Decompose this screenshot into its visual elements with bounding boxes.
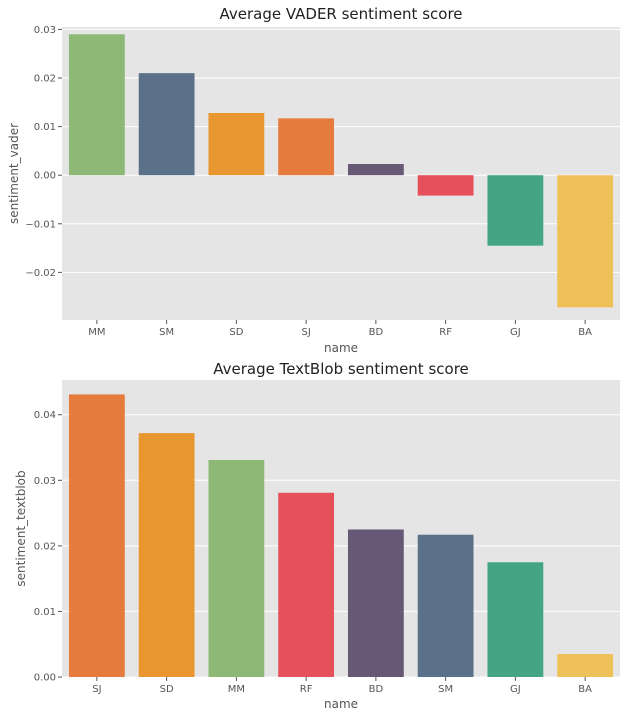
chart-2-bar-ba — [557, 654, 614, 677]
chart-1-bar-rf — [417, 175, 474, 196]
chart-1-y-tick-label: −0.01 — [25, 219, 56, 230]
chart-2-bar-sj — [68, 394, 125, 677]
chart-2-x-tick-label: BA — [578, 684, 592, 695]
chart-1-bar-sm — [138, 73, 195, 176]
chart-1-x-axis-label: name — [324, 341, 358, 355]
chart-2-x-tick-label: BD — [369, 684, 384, 695]
chart-1-x-tick-label: MM — [88, 327, 105, 338]
chart-2-bar-gj — [487, 562, 544, 677]
chart-1: −0.02 −0.01 0.00 0.01 0.02 0.03 MM SM SD SJ BD RF GJ… — [7, 5, 620, 355]
chart-2-bar-rf — [278, 492, 335, 677]
chart-2: 0.00 0.01 0.02 0.03 0.04 SJ SD MM RF BD SM GJ BA Aver… — [14, 360, 620, 711]
chart-2-x-tick-label: RF — [300, 684, 313, 695]
chart-1-y-tick-label: 0.03 — [34, 25, 56, 36]
chart-1-bar-sd — [208, 113, 265, 176]
chart-2-x-tick-label: SD — [160, 684, 174, 695]
chart-2-x-tick-label: GJ — [510, 684, 521, 695]
chart-1-x-tick-label: SJ — [301, 327, 310, 338]
chart-2-x-axis-label: name — [324, 697, 358, 711]
chart-1-bar-ba — [557, 175, 614, 308]
chart-1-y-tick-label: 0.00 — [34, 171, 56, 182]
chart-2-y-tick-label: 0.02 — [34, 541, 56, 552]
chart-2-bar-sd — [138, 433, 195, 677]
chart-2-y-tick-label: 0.00 — [34, 673, 56, 684]
chart-2-bar-sm — [417, 534, 474, 677]
chart-2-x-tick-label: SM — [438, 684, 453, 695]
chart-2-y-tick-label: 0.01 — [34, 607, 56, 618]
chart-1-title: Average VADER sentiment score — [219, 5, 462, 23]
chart-1-bar-mm — [68, 34, 125, 176]
chart-1-x-tick-label: BD — [369, 327, 384, 338]
chart-2-y-tick-label: 0.03 — [34, 476, 56, 487]
chart-2-title: Average TextBlob sentiment score — [213, 360, 469, 378]
chart-1-x-tick-label: BA — [578, 327, 592, 338]
chart-1-y-axis-label: sentiment_vader — [7, 123, 21, 224]
chart-2-y-tick-label: 0.04 — [34, 410, 56, 421]
chart-1-bar-gj — [487, 175, 544, 246]
chart-1-bar-sj — [278, 118, 335, 176]
chart-2-y-axis-label: sentiment_textblob — [14, 470, 28, 586]
chart-1-bar-bd — [347, 164, 404, 176]
chart-1-x-tick-label: GJ — [510, 327, 521, 338]
chart-2-x-tick-label: MM — [228, 684, 245, 695]
chart-1-x-tick-label: RF — [439, 327, 452, 338]
chart-2-bar-bd — [347, 529, 404, 677]
chart-1-y-tick-label: −0.02 — [25, 268, 56, 279]
chart-1-y-tick-label: 0.02 — [34, 74, 56, 85]
chart-2-bar-mm — [208, 459, 265, 677]
chart-1-x-tick-label: SD — [229, 327, 243, 338]
chart-1-x-tick-label: SM — [159, 327, 174, 338]
chart-1-y-tick-label: 0.01 — [34, 122, 56, 133]
chart-2-x-tick-label: SJ — [92, 684, 101, 695]
